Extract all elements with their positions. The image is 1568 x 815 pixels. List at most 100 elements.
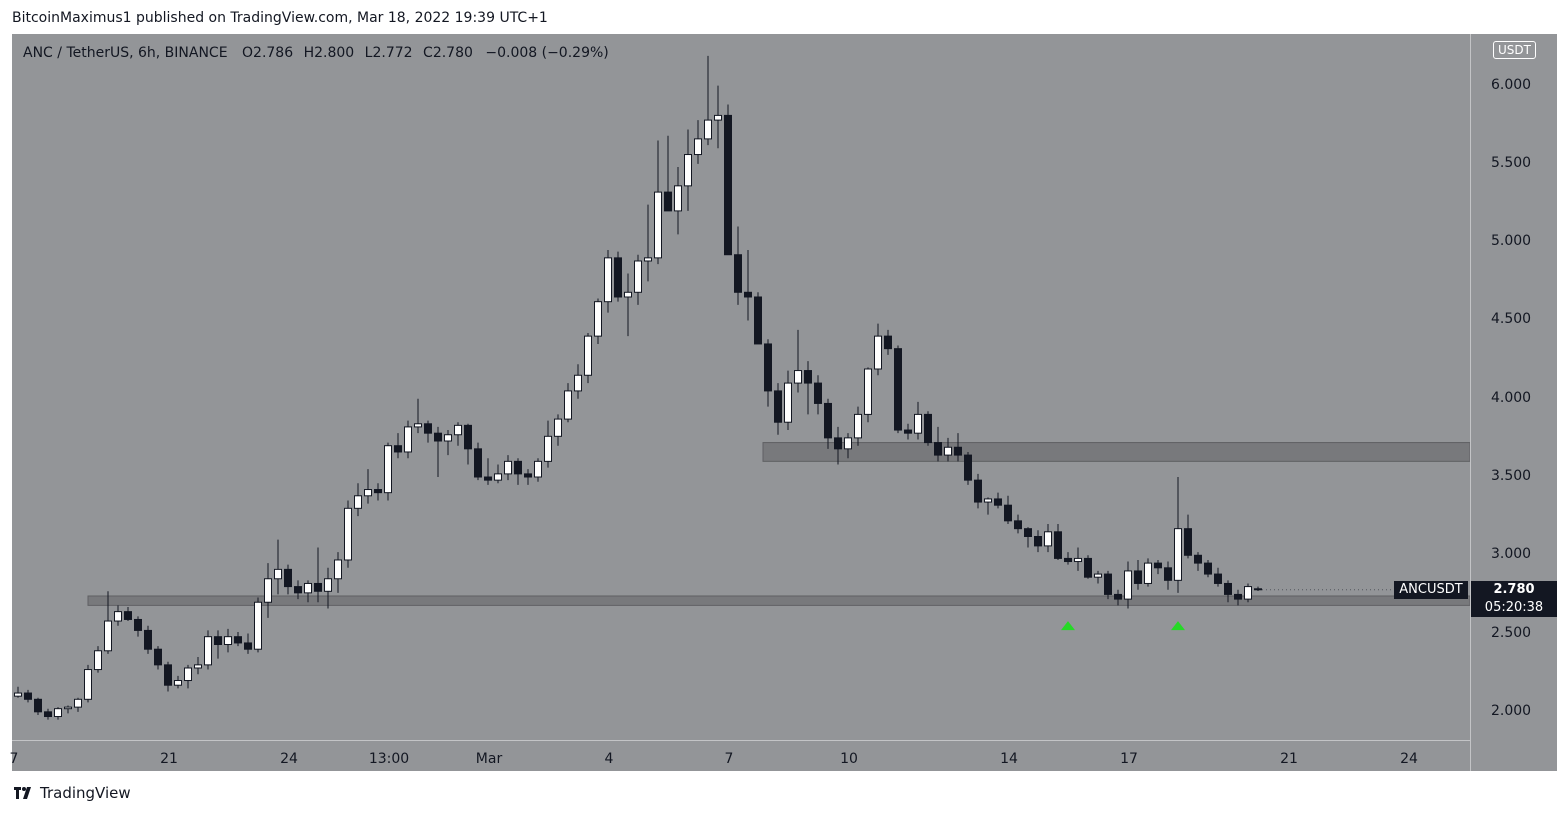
candle-body xyxy=(584,335,592,376)
candle-body xyxy=(904,429,912,434)
candle-body xyxy=(984,498,992,503)
candle-body xyxy=(854,413,862,439)
candle-body xyxy=(104,620,112,652)
candle-body xyxy=(1104,573,1112,595)
time-tick-label: 10 xyxy=(840,751,858,767)
candle-body xyxy=(934,442,942,456)
candle-body xyxy=(434,432,442,442)
price-axis[interactable]: USDT 2.780 05:20:38 2.000 2.500 3.000 3.500… xyxy=(1470,34,1558,771)
candle-body xyxy=(1074,557,1082,563)
candle-body xyxy=(234,636,242,644)
chart-plot-area[interactable]: ANC / TetherUS, 6h, BINANCE O2.786 H2.80… xyxy=(12,34,1470,740)
candle-body xyxy=(224,636,232,646)
sr-zone-2 xyxy=(762,442,1470,462)
tradingview-logo-icon xyxy=(14,787,31,799)
symbol-legend: ANC / TetherUS, 6h, BINANCE O2.786 H2.80… xyxy=(23,45,609,61)
candle-body xyxy=(1124,570,1132,600)
candle-body xyxy=(1174,528,1182,581)
time-tick-label: 13:00 xyxy=(368,751,410,767)
open-label: O xyxy=(242,45,254,61)
change-value: −0.008 (−0.29%) xyxy=(485,45,609,61)
candle-body xyxy=(1254,588,1262,591)
candle-body xyxy=(494,473,502,481)
candle-body xyxy=(694,138,702,156)
candle-body xyxy=(774,390,782,423)
candle-body xyxy=(824,402,832,439)
time-tick-label: 4 xyxy=(604,751,614,767)
candle-body xyxy=(1044,531,1052,547)
candle-body xyxy=(674,185,682,212)
candle-body xyxy=(374,489,382,494)
candle-body xyxy=(74,698,82,708)
candle-body xyxy=(684,154,692,187)
candle-body xyxy=(764,343,772,392)
candle-body xyxy=(1094,573,1102,578)
price-tick-label: 5.000 xyxy=(1491,233,1532,250)
candle-body xyxy=(94,650,102,671)
candle-body xyxy=(944,446,952,456)
candle-body xyxy=(64,706,72,710)
candle-body xyxy=(1054,531,1062,559)
candle-body xyxy=(994,498,1002,506)
candle-body xyxy=(134,618,142,631)
candle-body xyxy=(1224,582,1232,595)
candle-body xyxy=(734,254,742,293)
currency-button[interactable]: USDT xyxy=(1493,41,1536,59)
candle-body xyxy=(504,460,512,475)
candlestick-chart xyxy=(14,55,1470,720)
high-value: 2.800 xyxy=(314,45,355,61)
candle-body xyxy=(784,382,792,423)
candle-body xyxy=(914,413,922,434)
candle-body xyxy=(154,648,162,666)
candle-body xyxy=(284,568,292,588)
candle-body xyxy=(834,437,842,450)
candle-body xyxy=(1244,586,1252,600)
candle-body xyxy=(664,191,672,212)
price-tick-label: 2.500 xyxy=(1491,624,1532,641)
candle-body xyxy=(204,636,212,666)
candle-body xyxy=(214,636,222,646)
candle-body xyxy=(304,582,312,594)
candle-body xyxy=(474,448,482,478)
tradingview-logo-text: TradingView xyxy=(40,784,131,802)
candle-body xyxy=(1064,557,1072,563)
candle-body xyxy=(634,260,642,293)
candle-body xyxy=(954,446,962,456)
candle-body xyxy=(574,374,582,392)
candle-body xyxy=(884,335,892,350)
candle-body xyxy=(44,711,52,718)
candle-body xyxy=(1234,593,1242,600)
candle-body xyxy=(864,368,872,415)
candle-body xyxy=(744,291,752,298)
time-axis[interactable]: 7 21 24 13:00 Mar 4 7 10 14 17 21 24 xyxy=(10,740,1470,772)
price-tick-label: 6.000 xyxy=(1491,76,1532,93)
time-tick-label: 24 xyxy=(1400,751,1418,767)
candle-body xyxy=(1214,573,1222,584)
candle-body xyxy=(724,114,732,256)
candle-body xyxy=(444,434,452,442)
support-bounce-marker xyxy=(1171,621,1185,631)
candle-body xyxy=(1114,593,1122,600)
candle-body xyxy=(1204,562,1212,575)
candle-body xyxy=(1184,528,1192,556)
candle-body xyxy=(334,559,342,580)
close-label: C xyxy=(423,45,433,61)
price-tick-label: 5.500 xyxy=(1491,154,1532,171)
candle-body xyxy=(894,348,902,431)
candle-body xyxy=(1134,570,1142,584)
candle-body xyxy=(1164,567,1172,581)
candle-body xyxy=(84,669,92,700)
high-label: H xyxy=(303,45,315,61)
candle-body xyxy=(1034,535,1042,547)
candle-body xyxy=(114,611,122,622)
time-tick-label: Mar xyxy=(475,751,503,767)
support-bounce-marker xyxy=(1061,621,1075,631)
candle-body xyxy=(484,476,492,481)
candle-body xyxy=(324,578,332,592)
candle-body xyxy=(514,460,522,475)
tradingview-logo[interactable]: TradingView xyxy=(14,784,131,802)
candle-body xyxy=(594,301,602,337)
symbol-title: ANC / TetherUS, 6h, BINANCE xyxy=(23,45,228,61)
candle-body xyxy=(754,296,762,345)
candle-body xyxy=(194,664,202,669)
